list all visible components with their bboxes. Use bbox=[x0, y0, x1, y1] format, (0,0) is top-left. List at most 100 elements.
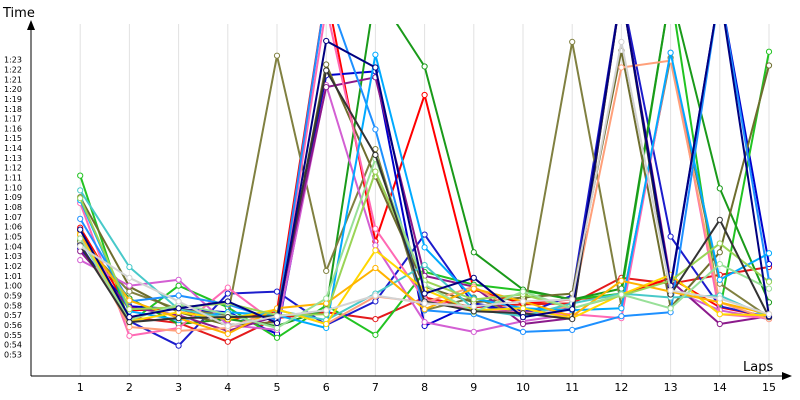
y-tick-label: 1:13 bbox=[4, 154, 22, 163]
data-point bbox=[716, 311, 723, 318]
data-point bbox=[175, 327, 182, 335]
x-tick-label: 6 bbox=[323, 381, 330, 394]
data-point bbox=[324, 5, 329, 10]
y-axis-title: Time bbox=[2, 6, 35, 21]
data-point bbox=[372, 51, 379, 58]
data-point bbox=[77, 226, 84, 233]
y-tick-label: 1:21 bbox=[4, 75, 22, 84]
data-point bbox=[470, 249, 477, 256]
data-point bbox=[372, 151, 379, 159]
data-point bbox=[372, 316, 379, 323]
y-tick-label: 1:06 bbox=[4, 223, 22, 232]
data-point bbox=[519, 328, 527, 335]
data-point bbox=[323, 320, 330, 328]
data-point bbox=[716, 260, 723, 268]
data-point bbox=[224, 298, 231, 305]
y-tick-label: 0:53 bbox=[4, 351, 22, 360]
y-tick-label: 0:59 bbox=[4, 292, 22, 301]
data-point bbox=[372, 292, 379, 299]
data-point bbox=[569, 326, 576, 334]
y-tick-label: 1:00 bbox=[4, 282, 22, 291]
data-point bbox=[519, 314, 527, 321]
y-tick-label: 1:08 bbox=[4, 203, 22, 212]
y-axis-arrow-icon bbox=[27, 20, 35, 30]
data-point bbox=[126, 306, 133, 313]
x-tick-label: 3 bbox=[175, 381, 182, 394]
data-point bbox=[126, 274, 133, 281]
data-point bbox=[224, 330, 231, 337]
data-point bbox=[175, 305, 182, 312]
data-point bbox=[77, 257, 84, 264]
data-point bbox=[421, 290, 428, 297]
data-point bbox=[421, 300, 428, 307]
data-point bbox=[470, 274, 477, 281]
data-point bbox=[470, 285, 477, 292]
data-point bbox=[175, 342, 182, 349]
y-tick-label: 0:55 bbox=[4, 331, 22, 340]
data-point bbox=[77, 187, 84, 194]
data-point bbox=[716, 249, 723, 256]
data-point bbox=[716, 185, 723, 192]
y-tick-labels: 0:530:540:550:560:570:580:591:001:011:02… bbox=[4, 56, 22, 360]
data-point bbox=[175, 315, 182, 322]
data-point bbox=[224, 338, 231, 345]
data-point bbox=[421, 261, 428, 269]
y-tick-label: 1:18 bbox=[4, 105, 22, 114]
data-point bbox=[323, 84, 330, 91]
data-point bbox=[667, 49, 674, 56]
data-point bbox=[323, 61, 330, 68]
data-point bbox=[224, 284, 231, 291]
data-point bbox=[372, 64, 379, 71]
series-21 bbox=[77, 24, 773, 327]
data-point bbox=[618, 305, 625, 312]
y-tick-label: 1:15 bbox=[4, 134, 22, 143]
data-point bbox=[569, 296, 576, 303]
y-tick-label: 1:02 bbox=[4, 262, 22, 271]
data-point bbox=[716, 240, 723, 247]
y-tick-label: 1:16 bbox=[4, 124, 22, 133]
y-tick-label: 1:01 bbox=[4, 272, 22, 281]
x-tick-label: 10 bbox=[516, 381, 530, 394]
x-tick-label: 5 bbox=[274, 381, 281, 394]
y-tick-label: 1:04 bbox=[4, 242, 22, 251]
data-point bbox=[716, 320, 723, 328]
data-point bbox=[470, 303, 477, 310]
y-tick-label: 1:05 bbox=[4, 233, 22, 242]
axes bbox=[27, 20, 792, 380]
y-tick-label: 1:03 bbox=[4, 252, 22, 261]
data-point bbox=[273, 313, 281, 320]
data-point bbox=[569, 38, 576, 46]
series-22 bbox=[77, 38, 773, 330]
data-point bbox=[77, 215, 84, 222]
y-tick-label: 1:07 bbox=[4, 213, 22, 222]
data-point bbox=[372, 168, 379, 175]
x-tick-label: 2 bbox=[126, 381, 133, 394]
y-tick-label: 0:56 bbox=[4, 321, 22, 330]
data-point bbox=[175, 298, 182, 305]
data-point bbox=[175, 282, 182, 289]
y-tick-label: 0:57 bbox=[4, 311, 22, 320]
data-point bbox=[126, 332, 133, 339]
data-point bbox=[618, 291, 625, 298]
data-point bbox=[519, 298, 527, 305]
y-tick-label: 1:11 bbox=[4, 174, 22, 183]
y-tick-label: 1:09 bbox=[4, 193, 22, 202]
x-tick-label: 1 bbox=[77, 381, 84, 394]
y-tick-label: 1:20 bbox=[4, 85, 22, 94]
x-tick-label: 15 bbox=[762, 381, 776, 394]
data-point bbox=[421, 63, 428, 70]
data-point bbox=[126, 282, 133, 289]
data-point bbox=[273, 52, 281, 59]
data-point bbox=[421, 91, 428, 99]
data-point bbox=[667, 305, 674, 312]
data-point bbox=[273, 288, 281, 295]
data-point bbox=[77, 243, 84, 250]
data-point bbox=[372, 264, 379, 272]
data-point bbox=[273, 334, 281, 341]
y-tick-label: 1:14 bbox=[4, 144, 22, 153]
data-point bbox=[618, 38, 625, 46]
data-point bbox=[372, 225, 379, 232]
data-point bbox=[126, 314, 133, 321]
